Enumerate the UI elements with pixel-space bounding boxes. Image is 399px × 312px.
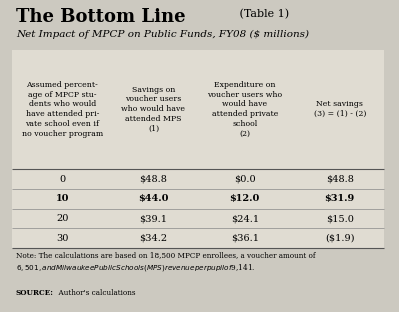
- Text: Savings on
voucher users
who would have
attended MPS
(1): Savings on voucher users who would have …: [121, 85, 186, 133]
- Text: $34.2: $34.2: [139, 234, 168, 243]
- Text: 30: 30: [56, 234, 68, 243]
- Text: Net Impact of MPCP on Public Funds, FY08 ($ millions): Net Impact of MPCP on Public Funds, FY08…: [16, 30, 309, 39]
- Text: 0: 0: [59, 175, 65, 184]
- Text: The Bottom Line: The Bottom Line: [16, 8, 186, 26]
- Text: Author's calculations: Author's calculations: [53, 289, 135, 297]
- Text: $48.8: $48.8: [140, 175, 168, 184]
- Text: $48.8: $48.8: [326, 175, 354, 184]
- Text: Expenditure on
voucher users who
would have
attended private
school
(2): Expenditure on voucher users who would h…: [207, 81, 282, 138]
- Text: 20: 20: [56, 214, 68, 223]
- Text: Note: The calculations are based on 18,500 MPCP enrollees, a voucher amount of
$: Note: The calculations are based on 18,5…: [16, 251, 315, 273]
- Text: Net savings
(3) = (1) - (2): Net savings (3) = (1) - (2): [314, 100, 366, 118]
- Text: $24.1: $24.1: [231, 214, 259, 223]
- Text: $44.0: $44.0: [138, 194, 169, 203]
- Text: $15.0: $15.0: [326, 214, 354, 223]
- Text: $0.0: $0.0: [234, 175, 256, 184]
- FancyBboxPatch shape: [12, 50, 385, 248]
- Text: $31.9: $31.9: [325, 194, 355, 203]
- Text: Assumed percent-
age of MPCP stu-
dents who would
have attended pri-
vate school: Assumed percent- age of MPCP stu- dents …: [22, 81, 103, 138]
- Text: (Table 1): (Table 1): [236, 9, 289, 19]
- Text: $12.0: $12.0: [229, 194, 260, 203]
- Text: $36.1: $36.1: [231, 234, 259, 243]
- Text: 10: 10: [55, 194, 69, 203]
- Text: $39.1: $39.1: [140, 214, 168, 223]
- Text: SOURCE:: SOURCE:: [16, 289, 54, 297]
- Text: ($1.9): ($1.9): [325, 234, 354, 243]
